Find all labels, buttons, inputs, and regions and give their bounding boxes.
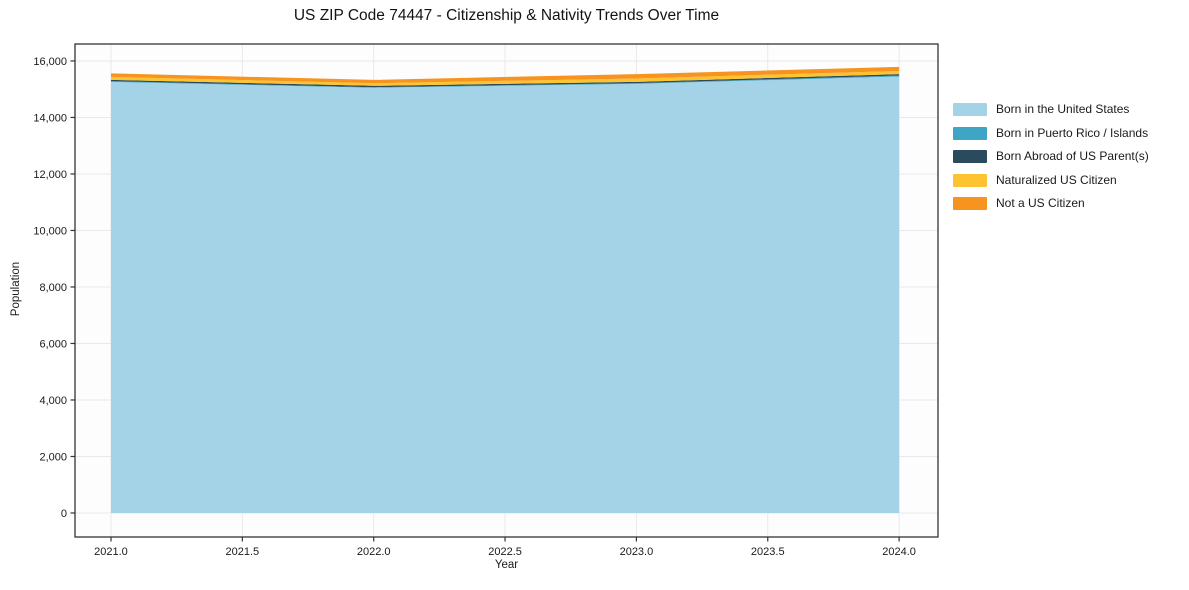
legend-swatch	[953, 173, 987, 187]
legend-item: Naturalized US Citizen	[953, 172, 1149, 187]
x-tick-label: 2021.5	[226, 546, 260, 558]
x-tick-label: 2023.5	[751, 546, 785, 558]
y-tick-label: 8,000	[39, 282, 67, 294]
y-tick-label: 6,000	[39, 338, 67, 350]
legend-label: Born Abroad of US Parent(s)	[996, 149, 1149, 163]
x-tick-label: 2021.0	[94, 546, 128, 558]
y-tick-label: 0	[61, 508, 67, 520]
y-tick-label: 4,000	[39, 395, 67, 407]
x-tick-label: 2022.0	[357, 546, 391, 558]
legend-swatch	[953, 103, 987, 116]
legend: Born in the United States Born in Puerto …	[953, 103, 1149, 210]
y-tick-label: 2,000	[39, 451, 67, 463]
legend-label: Naturalized US Citizen	[996, 172, 1117, 187]
legend-label: Born in the United States	[996, 102, 1130, 116]
y-axis-label: Population	[10, 261, 22, 317]
legend-swatch	[953, 197, 987, 210]
legend-item: Not a US Citizen	[953, 197, 1149, 210]
plot-border	[74, 43, 939, 538]
y-tick-label: 14,000	[33, 112, 67, 124]
y-tick-label: 12,000	[33, 169, 67, 181]
legend-item: Born in Puerto Rico / Islands	[953, 125, 1149, 140]
area-series	[110, 66, 900, 84]
area-series	[110, 76, 900, 513]
x-tick-label: 2024.0	[882, 546, 916, 558]
legend-label: Not a US Citizen	[996, 196, 1085, 210]
legend-label: Born in Puerto Rico / Islands	[996, 125, 1149, 140]
area-series	[110, 70, 900, 86]
x-tick-label: 2023.0	[620, 546, 654, 558]
x-tick-label: 2022.5	[488, 546, 522, 558]
y-tick-label: 10,000	[33, 225, 67, 237]
chart-title: US ZIP Code 74447 - Citizenship & Nativi…	[293, 7, 720, 24]
area-series	[110, 75, 900, 88]
legend-swatch	[953, 126, 987, 140]
legend-swatch	[953, 150, 987, 163]
x-axis-label: Year	[494, 559, 519, 571]
area-series	[110, 74, 900, 88]
y-tick-label: 16,000	[33, 56, 67, 68]
legend-item: Born Abroad of US Parent(s)	[953, 150, 1149, 163]
legend-item: Born in the United States	[953, 103, 1149, 116]
